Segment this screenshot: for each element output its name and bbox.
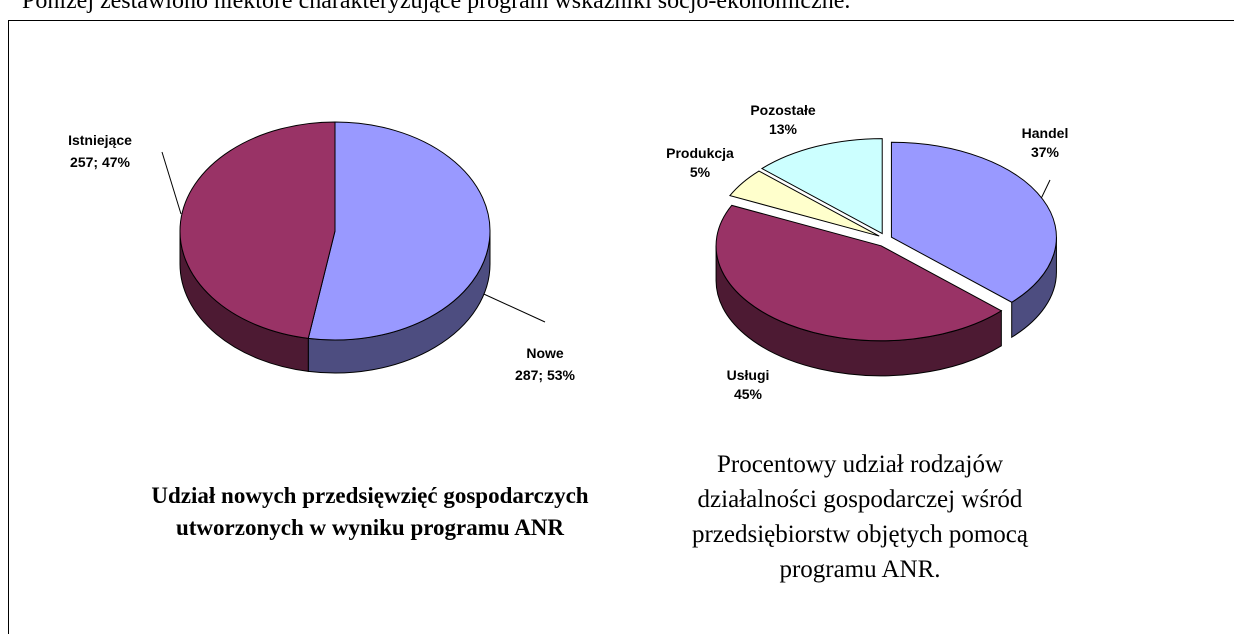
slice-name: Pozostałe xyxy=(750,102,816,118)
pie-slice xyxy=(715,204,1003,377)
slice-value-label: 287; 53% xyxy=(515,367,575,383)
pie-slice xyxy=(729,170,880,237)
slice-top xyxy=(715,204,1003,342)
pie-slice xyxy=(307,121,491,374)
intro-text: Poniżej zestawiono niektóre charakteryzu… xyxy=(22,0,851,14)
slice-name: Nowe xyxy=(526,345,564,361)
slice-value-label: 13% xyxy=(769,121,798,137)
slice-value-label: 5% xyxy=(690,164,711,180)
pie-slice xyxy=(890,141,1057,339)
chart-title: Udział nowych przedsięwzięć gospodarczyc… xyxy=(151,483,589,540)
slice-name: Usługi xyxy=(727,367,770,383)
slice-name: Istniejące xyxy=(68,132,132,148)
slice-name: Produkcja xyxy=(666,145,734,161)
frame xyxy=(8,20,1234,634)
slice-top xyxy=(890,141,1057,303)
slice-name: Handel xyxy=(1022,125,1069,141)
leader-line xyxy=(161,151,182,215)
leader-line xyxy=(474,289,546,323)
slice-value-label: 257; 47% xyxy=(70,154,130,170)
slice-value-label: 45% xyxy=(734,386,763,402)
slice-value-label: 37% xyxy=(1031,144,1060,160)
slice-top xyxy=(729,170,880,237)
chart-title: Procentowy udział rodzajów działalności … xyxy=(691,451,1028,583)
pie-slice xyxy=(760,138,883,235)
slice-top xyxy=(760,138,883,235)
slice-top xyxy=(307,121,491,341)
slice-top xyxy=(179,121,336,339)
pie-slice xyxy=(179,121,336,372)
